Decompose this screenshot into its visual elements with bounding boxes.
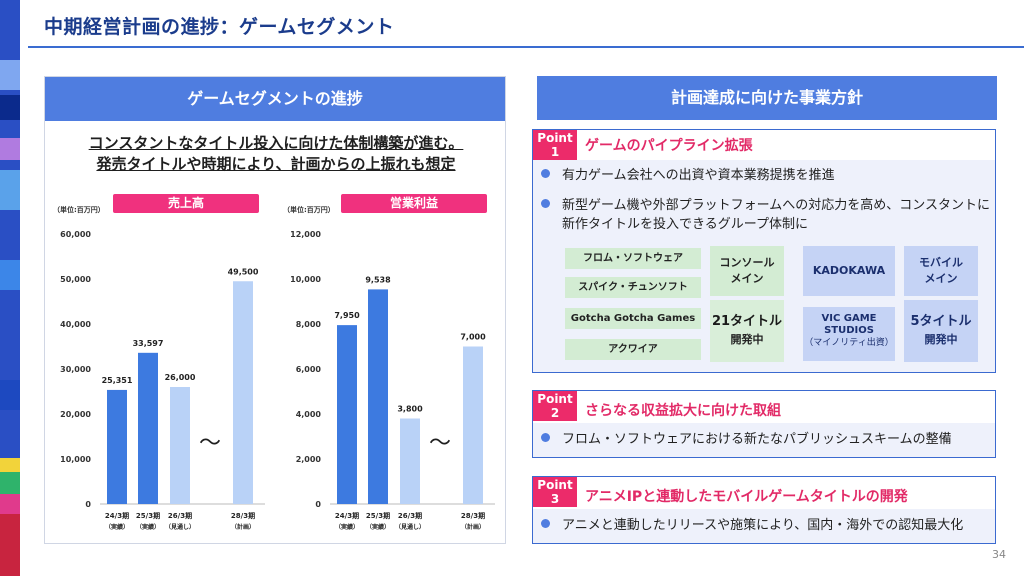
y-tick-label: 2,000: [296, 455, 322, 464]
bullet-dot-icon: [541, 169, 550, 178]
console-main-label: コンソール メイン: [710, 246, 784, 296]
x-tick-note: （見通し）: [165, 523, 195, 531]
y-tick-label: 10,000: [60, 455, 91, 464]
point-2-bullet-1: フロム・ソフトウェアにおける新たなパブリッシュスキームの整備: [541, 430, 952, 449]
decorative-side-strip: [0, 0, 20, 576]
point-2-tag: Point 2: [533, 391, 577, 421]
bullet-dot-icon: [541, 433, 550, 442]
point-2-box: Point 2 さらなる収益拡大に向けた取組 フロム・ソフトウェアにおける新たな…: [532, 390, 996, 458]
x-tick-label: 26/3期: [398, 511, 422, 520]
y-tick-label: 12,000: [290, 230, 321, 239]
bar-value-label: 3,800: [397, 405, 423, 414]
bar-1: [337, 325, 357, 504]
operating-profit-chart: 0 2,000 4,000 6,000 8,000 10,000 12,000 7,950 24…: [290, 230, 495, 531]
right-panel-header: 計画達成に向けた事業方針: [537, 76, 997, 120]
bar-4: [233, 281, 253, 504]
x-tick-note: （実績）: [335, 523, 359, 531]
page-title: 中期経営計画の進捗：ゲームセグメント: [44, 16, 395, 38]
sales-chart: 0 10,000 20,000 30,000 40,000 50,000 60,000 25,…: [60, 230, 265, 531]
x-tick-note: （実績）: [136, 523, 160, 531]
sales-chart-title: 売上高: [113, 194, 259, 213]
bar-2: [138, 352, 158, 504]
y-tick-label: 0: [315, 500, 321, 509]
x-tick-label: 28/3期: [461, 511, 485, 520]
bar-value-label: 26,000: [165, 373, 196, 382]
bar-2: [368, 289, 388, 504]
point-3-bullet-1: アニメと連動したリリースや施策により、国内・海外での認知最大化: [541, 516, 963, 535]
x-tick-label: 25/3期: [366, 511, 390, 520]
bullet-dot-icon: [541, 199, 550, 208]
bar-value-label: 25,351: [102, 376, 133, 385]
point-1-bullet-2: 新型ゲーム機や外部プラットフォームへの対応力を高め、コンスタントに 新作タイトルを…: [541, 196, 990, 234]
console-titles-count: 21タイトル 開発中: [710, 300, 784, 362]
bar-value-label: 33,597: [133, 339, 164, 348]
vic-game-studios-box: VIC GAME STUDIOS （マイノリティ出資）: [803, 307, 895, 361]
chart-unit-label-sales: （単位:百万円）: [53, 206, 105, 214]
bar-1: [107, 389, 127, 504]
x-tick-note: （計画）: [461, 523, 485, 531]
point-2-title: さらなる収益拡大に向けた取組: [585, 403, 781, 419]
studio-from-software: フロム・ソフトウェア: [565, 248, 701, 269]
mobile-main-label: モバイル メイン: [904, 246, 978, 296]
studio-gotcha-gotcha-games: Gotcha Gotcha Games: [565, 308, 701, 329]
x-tick-label: 25/3期: [136, 511, 160, 520]
y-tick-label: 30,000: [60, 365, 91, 374]
x-tick-note: （見通し）: [395, 523, 425, 531]
bar-4: [463, 346, 483, 504]
bar-value-label: 9,538: [365, 275, 391, 284]
bar-value-label: 7,950: [334, 311, 360, 320]
x-tick-note: （計画）: [231, 523, 255, 531]
game-segment-progress-panel: ゲームセグメントの進捗 コンスタントなタイトル投入に向けた体制構築が進む。 発売…: [44, 76, 506, 544]
bar-value-label: 49,500: [228, 267, 259, 276]
x-tick-label: 24/3期: [105, 511, 129, 520]
point-3-tag: Point 3: [533, 477, 577, 507]
operating-profit-chart-title: 営業利益: [341, 194, 487, 213]
y-tick-label: 0: [85, 500, 91, 509]
y-tick-label: 50,000: [60, 275, 91, 284]
y-tick-label: 8,000: [296, 320, 322, 329]
x-tick-label: 24/3期: [335, 511, 359, 520]
mobile-titles-count: 5タイトル 開発中: [904, 300, 978, 362]
subtitle-line-2: 発売タイトルや時期により、計画からの上振れも想定: [96, 155, 456, 173]
y-tick-label: 6,000: [296, 365, 322, 374]
y-tick-label: 40,000: [60, 320, 91, 329]
point-3-box: Point 3 アニメIPと連動したモバイルゲームタイトルの開発 アニメと連動し…: [532, 476, 996, 544]
kadokawa-box: KADOKAWA: [803, 246, 895, 296]
x-tick-label: 26/3期: [168, 511, 192, 520]
left-panel-header: ゲームセグメントの進捗: [45, 77, 505, 121]
bar-value-label: 7,000: [460, 333, 486, 342]
studio-spike-chunsoft: スパイク・チュンソフト: [565, 277, 701, 298]
point-1-body: 有力ゲーム会社への出資や資本業務提携を推進 新型ゲーム機や外部プラットフォームへ…: [533, 160, 995, 372]
point-3-body: アニメと連動したリリースや施策により、国内・海外での認知最大化: [533, 509, 995, 543]
bar-3: [170, 387, 190, 504]
point-3-title: アニメIPと連動したモバイルゲームタイトルの開発: [585, 489, 908, 505]
point-1-box: Point 1 ゲームのパイプライン拡張 有力ゲーム会社への出資や資本業務提携を…: [532, 129, 996, 373]
chart-unit-label-profit: （単位:百万円）: [283, 206, 335, 214]
x-tick-label: 28/3期: [231, 511, 255, 520]
y-tick-label: 4,000: [296, 410, 322, 419]
point-2-body: フロム・ソフトウェアにおける新たなパブリッシュスキームの整備: [533, 423, 995, 457]
point-1-tag: Point 1: [533, 130, 577, 160]
y-tick-label: 20,000: [60, 410, 91, 419]
bar-3: [400, 418, 420, 504]
x-tick-note: （実績）: [366, 523, 390, 531]
subtitle-line-1: コンスタントなタイトル投入に向けた体制構築が進む。: [88, 134, 464, 152]
axis-gap-symbol-sales: ～: [199, 431, 222, 456]
axis-gap-symbol-profit: ～: [429, 431, 452, 456]
studio-acquire: アクワイア: [565, 339, 701, 360]
y-tick-label: 60,000: [60, 230, 91, 239]
title-divider: [28, 46, 1024, 48]
x-tick-note: （実績）: [105, 523, 129, 531]
page-number: 34: [992, 548, 1006, 561]
bullet-dot-icon: [541, 519, 550, 528]
y-tick-label: 10,000: [290, 275, 321, 284]
point-1-title: ゲームのパイプライン拡張: [585, 138, 753, 154]
point-1-bullet-1: 有力ゲーム会社への出資や資本業務提携を推進: [541, 166, 835, 185]
